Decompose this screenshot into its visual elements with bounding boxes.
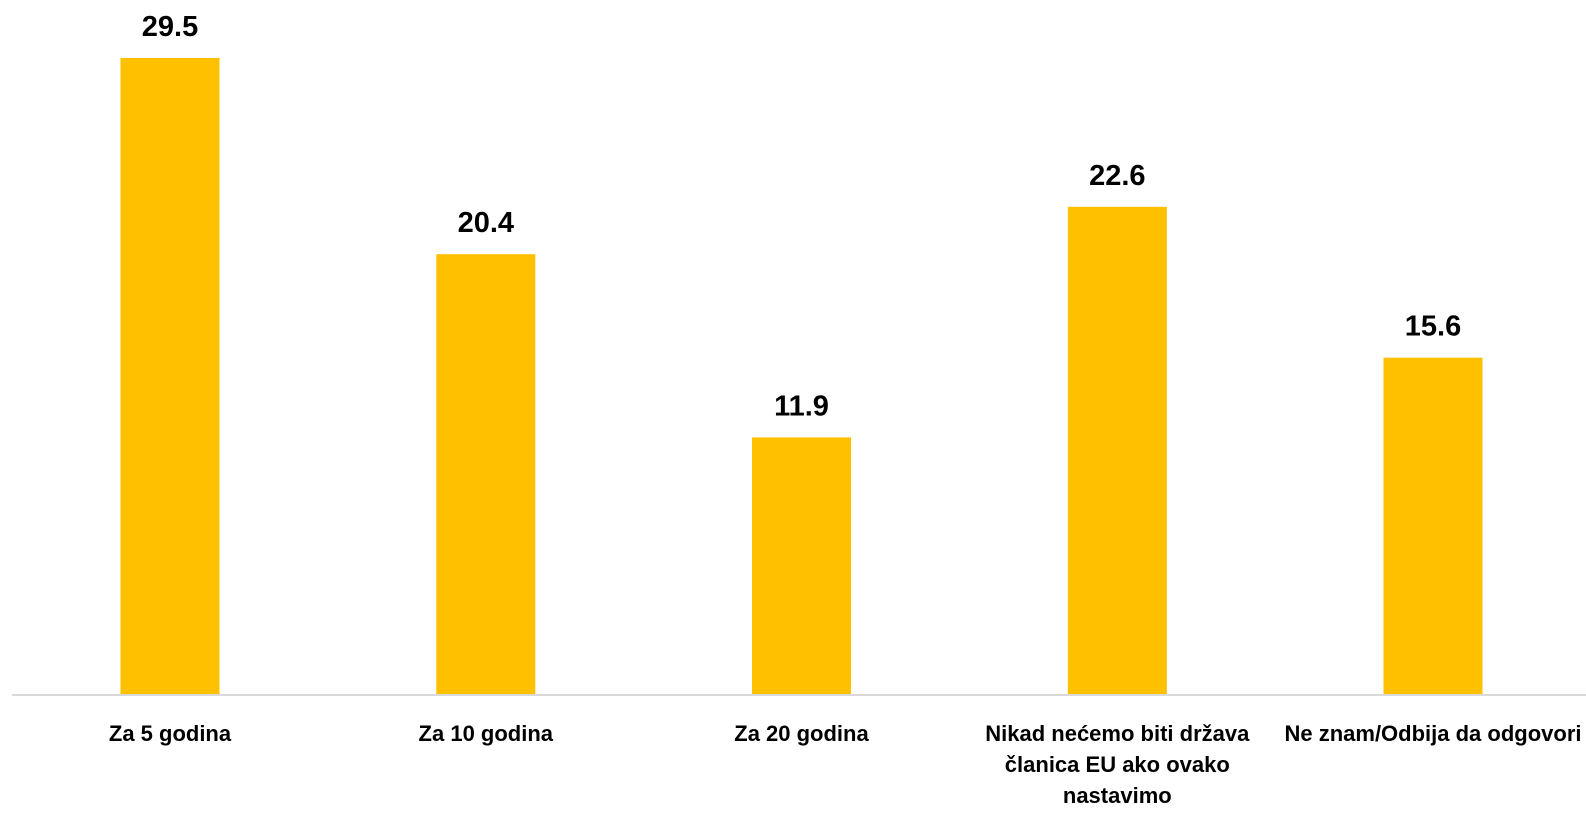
value-label-1: 20.4 [458,207,514,239]
category-label-0: Za 5 godina [108,721,232,746]
value-label-4: 15.6 [1405,311,1461,343]
category-label-1: Za 10 godina [418,721,554,746]
bar-0 [120,58,220,694]
value-labels-group: 29.5 20.4 11.9 22.6 15.6 [142,11,1461,422]
bar-1 [436,254,536,694]
category-label-3: Nikad nećemo biti država članica EU ako … [985,721,1250,808]
category-label-4: Ne znam/Odbija da odgovori [1284,721,1582,746]
value-label-3: 22.6 [1089,160,1145,192]
category-label-2: Za 20 godina [734,721,869,746]
value-label-2: 11.9 [774,390,829,422]
bars-group [120,58,1483,695]
bar-3 [1067,206,1167,695]
bar-2 [752,437,851,694]
bar-4 [1383,357,1483,694]
value-label-0: 29.5 [142,11,198,43]
